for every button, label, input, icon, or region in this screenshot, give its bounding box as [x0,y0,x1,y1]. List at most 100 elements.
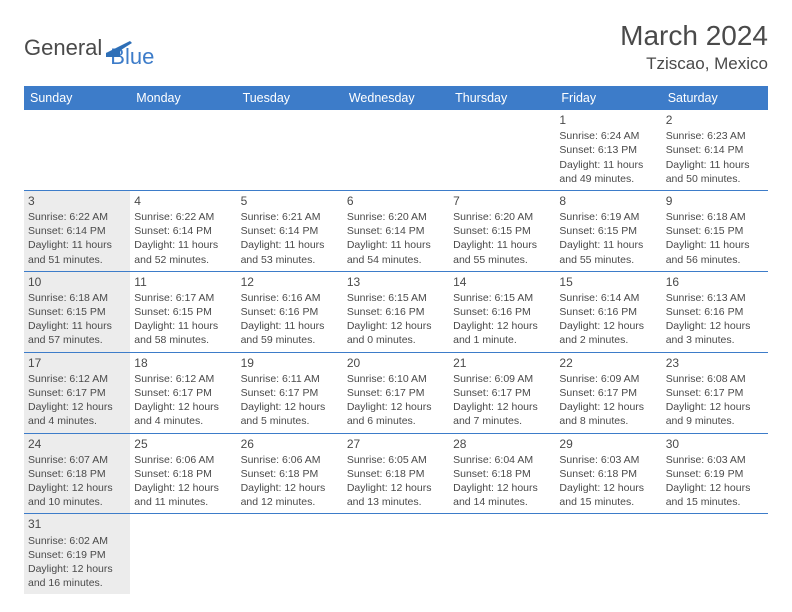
calendar-table: SundayMondayTuesdayWednesdayThursdayFrid… [24,86,768,594]
cell-text-line: and 4 minutes. [28,414,126,428]
calendar-cell-empty [555,514,661,594]
cell-text-line: Daylight: 12 hours [666,400,764,414]
cell-text-line: Sunrise: 6:09 AM [453,372,551,386]
calendar-body: 1Sunrise: 6:24 AMSunset: 6:13 PMDaylight… [24,110,768,594]
cell-text-line: Sunrise: 6:03 AM [666,453,764,467]
cell-text-line: Sunrise: 6:04 AM [453,453,551,467]
cell-text-line: Daylight: 11 hours [666,158,764,172]
calendar-week-row: 31Sunrise: 6:02 AMSunset: 6:19 PMDayligh… [24,514,768,594]
cell-text-line: Daylight: 12 hours [666,319,764,333]
calendar-cell: 20Sunrise: 6:10 AMSunset: 6:17 PMDayligh… [343,352,449,433]
cell-text-line: Daylight: 12 hours [453,481,551,495]
day-number: 25 [134,436,232,452]
cell-text-line: Daylight: 12 hours [134,400,232,414]
calendar-header-row: SundayMondayTuesdayWednesdayThursdayFrid… [24,86,768,110]
cell-text-line: Sunrise: 6:17 AM [134,291,232,305]
calendar-cell: 28Sunrise: 6:04 AMSunset: 6:18 PMDayligh… [449,433,555,514]
calendar-week-row: 24Sunrise: 6:07 AMSunset: 6:18 PMDayligh… [24,433,768,514]
day-number: 1 [559,112,657,128]
cell-text-line: Sunset: 6:16 PM [347,305,445,319]
day-number: 4 [134,193,232,209]
day-number: 12 [241,274,339,290]
cell-text-line: Daylight: 12 hours [28,481,126,495]
brand-text-general: General [24,35,102,61]
cell-text-line: Sunrise: 6:13 AM [666,291,764,305]
cell-text-line: Sunset: 6:18 PM [347,467,445,481]
cell-text-line: Sunrise: 6:18 AM [28,291,126,305]
cell-text-line: Sunrise: 6:02 AM [28,534,126,548]
cell-text-line: Sunset: 6:16 PM [559,305,657,319]
cell-text-line: Daylight: 12 hours [347,481,445,495]
calendar-cell: 14Sunrise: 6:15 AMSunset: 6:16 PMDayligh… [449,271,555,352]
cell-text-line: and 1 minute. [453,333,551,347]
calendar-week-row: 1Sunrise: 6:24 AMSunset: 6:13 PMDaylight… [24,110,768,190]
cell-text-line: Sunset: 6:17 PM [559,386,657,400]
calendar-cell-empty [130,110,236,190]
day-number: 26 [241,436,339,452]
cell-text-line: Sunrise: 6:24 AM [559,129,657,143]
cell-text-line: Daylight: 11 hours [241,319,339,333]
cell-text-line: and 14 minutes. [453,495,551,509]
cell-text-line: Sunset: 6:18 PM [241,467,339,481]
day-number: 31 [28,516,126,532]
cell-text-line: Sunrise: 6:05 AM [347,453,445,467]
cell-text-line: Sunset: 6:15 PM [134,305,232,319]
cell-text-line: Sunrise: 6:06 AM [134,453,232,467]
day-number: 24 [28,436,126,452]
cell-text-line: and 0 minutes. [347,333,445,347]
calendar-cell-empty [24,110,130,190]
cell-text-line: and 13 minutes. [347,495,445,509]
day-number: 23 [666,355,764,371]
day-number: 17 [28,355,126,371]
calendar-cell: 13Sunrise: 6:15 AMSunset: 6:16 PMDayligh… [343,271,449,352]
cell-text-line: and 2 minutes. [559,333,657,347]
day-number: 7 [453,193,551,209]
cell-text-line: Sunset: 6:14 PM [666,143,764,157]
day-number: 29 [559,436,657,452]
cell-text-line: and 57 minutes. [28,333,126,347]
cell-text-line: Daylight: 12 hours [28,400,126,414]
cell-text-line: Sunset: 6:18 PM [28,467,126,481]
cell-text-line: Sunset: 6:15 PM [666,224,764,238]
day-number: 3 [28,193,126,209]
cell-text-line: and 56 minutes. [666,253,764,267]
day-number: 13 [347,274,445,290]
cell-text-line: Daylight: 11 hours [347,238,445,252]
calendar-cell: 25Sunrise: 6:06 AMSunset: 6:18 PMDayligh… [130,433,236,514]
calendar-cell: 19Sunrise: 6:11 AMSunset: 6:17 PMDayligh… [237,352,343,433]
cell-text-line: Sunset: 6:17 PM [241,386,339,400]
day-number: 19 [241,355,339,371]
cell-text-line: and 58 minutes. [134,333,232,347]
cell-text-line: Sunset: 6:18 PM [453,467,551,481]
cell-text-line: Daylight: 11 hours [134,238,232,252]
cell-text-line: and 16 minutes. [28,576,126,590]
cell-text-line: Sunrise: 6:16 AM [241,291,339,305]
cell-text-line: Sunrise: 6:18 AM [666,210,764,224]
brand-logo: General Blue [24,26,154,70]
day-number: 14 [453,274,551,290]
calendar-cell: 27Sunrise: 6:05 AMSunset: 6:18 PMDayligh… [343,433,449,514]
cell-text-line: Sunrise: 6:21 AM [241,210,339,224]
cell-text-line: Sunset: 6:15 PM [28,305,126,319]
day-number: 8 [559,193,657,209]
day-number: 22 [559,355,657,371]
cell-text-line: and 5 minutes. [241,414,339,428]
cell-text-line: Sunset: 6:17 PM [28,386,126,400]
day-header: Monday [130,86,236,110]
cell-text-line: and 10 minutes. [28,495,126,509]
cell-text-line: Sunrise: 6:22 AM [28,210,126,224]
calendar-cell: 24Sunrise: 6:07 AMSunset: 6:18 PMDayligh… [24,433,130,514]
cell-text-line: Sunrise: 6:23 AM [666,129,764,143]
calendar-cell: 31Sunrise: 6:02 AMSunset: 6:19 PMDayligh… [24,514,130,594]
cell-text-line: and 50 minutes. [666,172,764,186]
cell-text-line: Sunrise: 6:08 AM [666,372,764,386]
cell-text-line: and 59 minutes. [241,333,339,347]
cell-text-line: Sunrise: 6:12 AM [134,372,232,386]
cell-text-line: Daylight: 12 hours [559,400,657,414]
cell-text-line: and 6 minutes. [347,414,445,428]
cell-text-line: and 54 minutes. [347,253,445,267]
day-number: 28 [453,436,551,452]
cell-text-line: Daylight: 12 hours [559,481,657,495]
day-number: 27 [347,436,445,452]
cell-text-line: Sunset: 6:17 PM [666,386,764,400]
